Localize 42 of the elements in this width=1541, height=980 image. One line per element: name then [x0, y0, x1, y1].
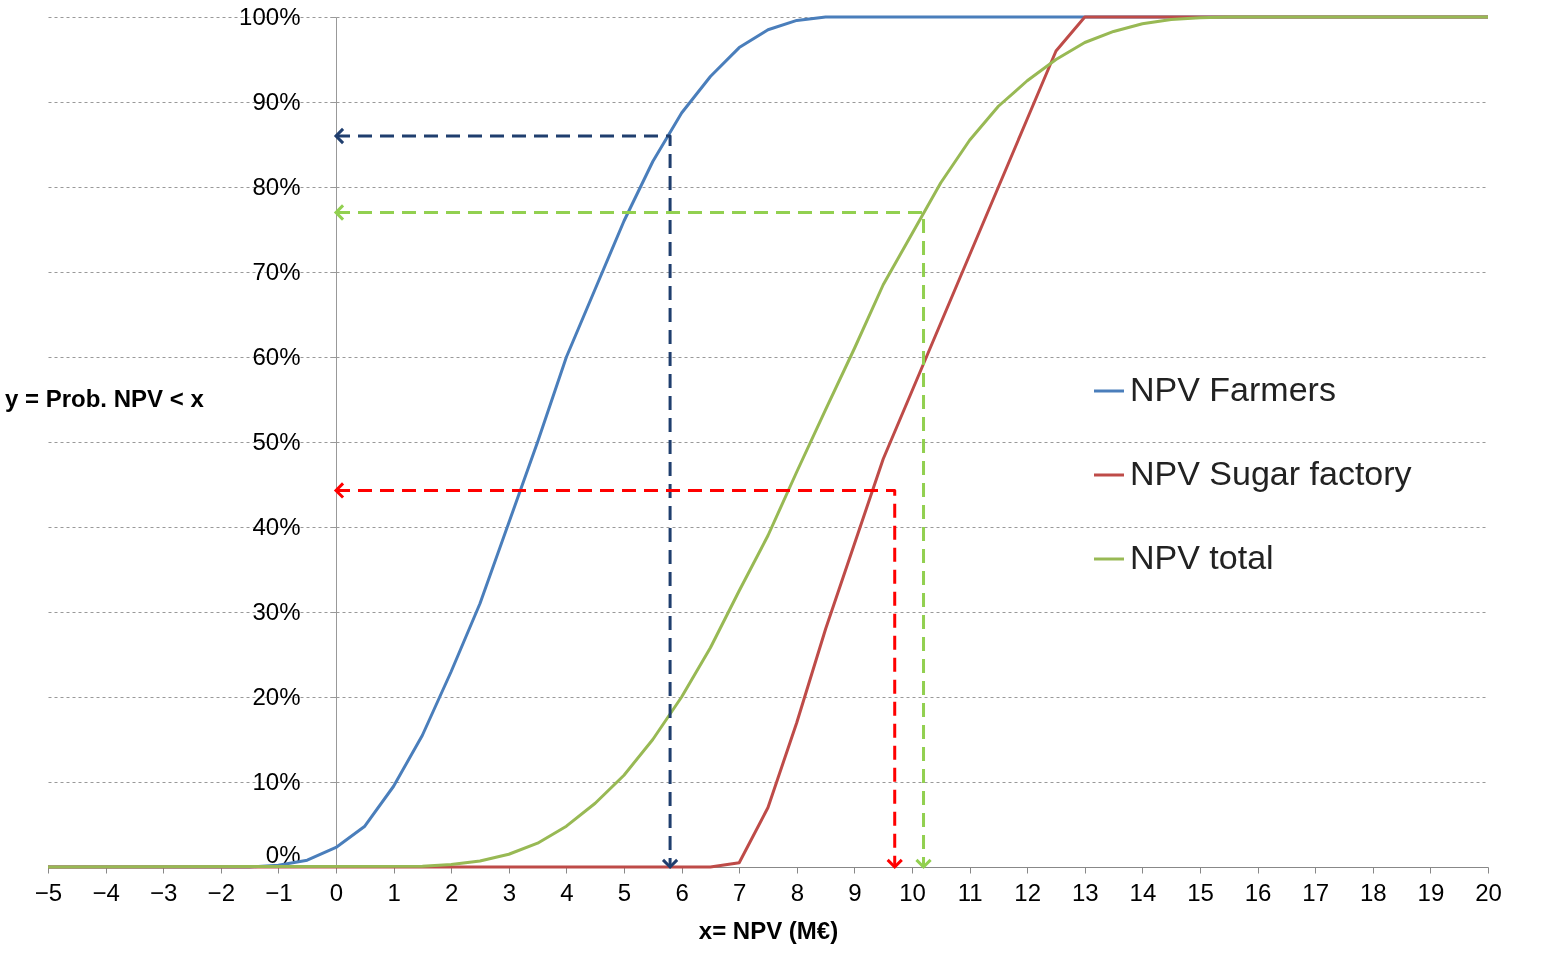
x-tick-label: 12 [1014, 878, 1042, 906]
x-tick-label: 13 [1071, 878, 1099, 906]
y-tick-label: 0% [265, 840, 301, 868]
legend-label: NPV Farmers [1130, 370, 1336, 408]
x-tick-label: 1 [387, 878, 401, 906]
x-tick-label: 2 [445, 878, 459, 906]
y-tick-label: 50% [252, 427, 301, 455]
x-tick-label: 3 [502, 878, 516, 906]
x-tick-label: 5 [617, 878, 632, 906]
x-tick-label: −2 [207, 878, 235, 906]
x-axis-title: x= NPV (M€) [698, 916, 839, 944]
y-tick-label: 30% [252, 597, 301, 625]
y-tick-label: 90% [252, 87, 301, 115]
y-tick-label: 100% [239, 2, 301, 30]
x-tick-label: 10 [899, 878, 926, 906]
x-tick-label: 15 [1187, 878, 1214, 906]
legend-label: NPV Sugar factory [1130, 454, 1412, 492]
y-tick-label: 80% [252, 172, 301, 200]
x-tick-label: 4 [560, 878, 574, 906]
x-tick-label: 11 [957, 878, 983, 906]
x-tick-label: −3 [150, 878, 178, 906]
x-tick-label: −4 [92, 878, 120, 906]
x-tick-label: 19 [1417, 878, 1445, 906]
x-tick-label: 16 [1244, 878, 1272, 906]
y-tick-label: 20% [252, 682, 301, 710]
x-tick-label: −1 [265, 878, 293, 906]
x-tick-label: 20 [1475, 878, 1502, 906]
x-tick-label: 6 [675, 878, 689, 906]
x-tick-label: 14 [1129, 878, 1157, 906]
y-tick-label: 10% [252, 767, 301, 795]
y-tick-label: 70% [252, 257, 301, 285]
x-tick-label: 17 [1302, 878, 1330, 906]
x-tick-label: 0 [329, 878, 344, 906]
y-tick-label: 60% [252, 342, 301, 370]
x-tick-label: 18 [1359, 878, 1387, 906]
x-tick-label: −5 [34, 878, 63, 906]
x-tick-label: 7 [733, 878, 747, 906]
y-tick-label: 40% [252, 512, 301, 540]
y-axis-title: y = Prob. NPV < x [5, 384, 205, 412]
x-tick-label: 8 [790, 878, 804, 906]
legend-label: NPV total [1130, 538, 1274, 576]
x-tick-label: 9 [848, 878, 862, 906]
